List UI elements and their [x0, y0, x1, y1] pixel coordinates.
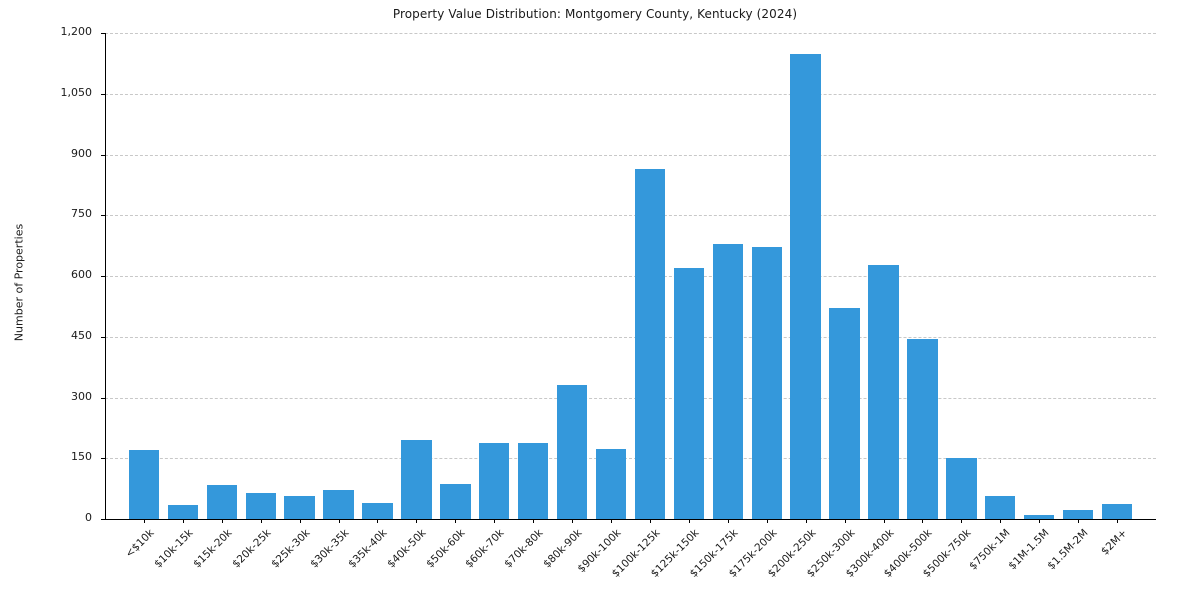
page-title: Property Value Distribution: Montgomery …: [392, 7, 798, 21]
x-tick-mark: [533, 519, 535, 523]
x-tick-mark: [182, 519, 184, 523]
x-tick-label: $1M-1.5M: [1006, 527, 1052, 573]
x-tick-label: $15k-20k: [190, 527, 235, 571]
gridline-y-600: [105, 276, 1156, 277]
y-tick-label: 900: [71, 146, 92, 160]
x-tick-label: $60k-70k: [463, 527, 507, 571]
x-tick-mark: [572, 519, 574, 523]
x-tick-mark: [611, 519, 613, 523]
y-tick-mark: [101, 336, 105, 338]
x-tick-mark: [844, 519, 846, 523]
x-tick-label: $2M+: [1098, 527, 1130, 558]
x-tick-label: $20k-25k: [229, 527, 274, 571]
y-tick-label: 150: [71, 450, 92, 464]
x-tick-mark: [455, 519, 457, 523]
y-tick-mark: [101, 215, 105, 217]
gridline-y-750: [105, 215, 1156, 217]
plot-area: [105, 33, 1156, 519]
bar[interactable]: [556, 385, 588, 519]
bar[interactable]: [440, 484, 471, 519]
bar[interactable]: [167, 504, 199, 519]
y-axis-line: [105, 33, 106, 519]
x-tick-label: $35k-40k: [346, 527, 390, 571]
x-tick-mark: [1039, 519, 1041, 523]
y-tick-mark: [101, 93, 105, 95]
bar[interactable]: [362, 502, 393, 519]
bar[interactable]: [673, 267, 705, 519]
bar[interactable]: [985, 495, 1016, 519]
x-tick-mark: [299, 519, 301, 523]
x-tick-mark: [1117, 519, 1119, 523]
x-tick-mark: [1078, 519, 1080, 523]
x-tick-label: $40k-50k: [385, 527, 429, 571]
x-tick-mark: [416, 519, 418, 523]
gridline-y-450: [105, 336, 1156, 338]
x-tick-mark: [727, 519, 729, 523]
x-tick-mark: [260, 519, 262, 523]
bar[interactable]: [634, 168, 666, 519]
x-tick-mark: [494, 519, 496, 523]
gridline-y-150: [105, 458, 1156, 460]
x-tick-label: $25k-30k: [268, 527, 313, 571]
x-tick-mark: [688, 519, 690, 523]
gridline-y-1200: [105, 33, 1156, 34]
x-tick-label: $750k-1M: [967, 527, 1013, 573]
bar[interactable]: [479, 442, 510, 519]
bar[interactable]: [868, 264, 899, 519]
bar[interactable]: [128, 450, 160, 519]
x-tick-label: <$10k: [123, 527, 157, 561]
x-tick-mark: [221, 519, 223, 523]
y-tick-label: 1,200: [60, 25, 93, 38]
bar[interactable]: [595, 449, 627, 519]
y-axis-label: Number of Properties: [12, 223, 26, 342]
x-tick-mark: [922, 519, 924, 523]
y-tick-label: 300: [71, 389, 92, 403]
y-tick-label: 0: [85, 511, 92, 524]
gridline-y-1050: [105, 93, 1156, 95]
x-tick-mark: [649, 519, 651, 523]
y-tick-mark: [101, 519, 105, 520]
y-tick-mark: [101, 276, 105, 277]
bar[interactable]: [323, 489, 354, 519]
x-tick-label: $50k-60k: [424, 527, 468, 571]
bar[interactable]: [829, 307, 860, 519]
x-tick-mark: [883, 519, 885, 523]
y-tick-label: 450: [71, 328, 92, 342]
x-tick-mark: [766, 519, 768, 523]
y-tick-label: 750: [71, 207, 92, 221]
gridline-y-300: [105, 397, 1156, 399]
y-tick-mark: [101, 397, 105, 399]
bar[interactable]: [245, 492, 276, 519]
x-tick-mark: [961, 519, 963, 523]
x-tick-mark: [143, 519, 145, 523]
x-tick-mark: [1000, 519, 1002, 523]
y-tick-mark: [101, 154, 105, 156]
bar[interactable]: [401, 440, 432, 519]
bar[interactable]: [284, 495, 315, 519]
x-tick-mark: [338, 519, 340, 523]
x-axis-line: [105, 519, 1156, 520]
bar[interactable]: [518, 442, 549, 519]
x-tick-label: $70k-80k: [502, 527, 546, 571]
bar[interactable]: [751, 246, 782, 519]
y-tick-mark: [101, 33, 105, 34]
bar[interactable]: [206, 484, 237, 519]
bar[interactable]: [907, 338, 938, 519]
bar[interactable]: [1101, 503, 1133, 519]
y-tick-label: 1,050: [60, 85, 93, 99]
bar[interactable]: [712, 244, 743, 519]
bar[interactable]: [946, 458, 977, 519]
y-tick-mark: [101, 458, 105, 460]
x-tick-mark: [805, 519, 807, 523]
x-tick-label: $30k-35k: [307, 527, 352, 571]
bar[interactable]: [1062, 510, 1094, 519]
gridline-y-900: [105, 154, 1156, 156]
y-tick-label: 600: [71, 268, 92, 281]
bar[interactable]: [790, 54, 821, 519]
bar[interactable]: [1024, 514, 1055, 519]
x-tick-mark: [377, 519, 379, 523]
x-tick-label: $10k-15k: [151, 527, 196, 571]
x-tick-label: $1.5M-2M: [1045, 527, 1091, 573]
